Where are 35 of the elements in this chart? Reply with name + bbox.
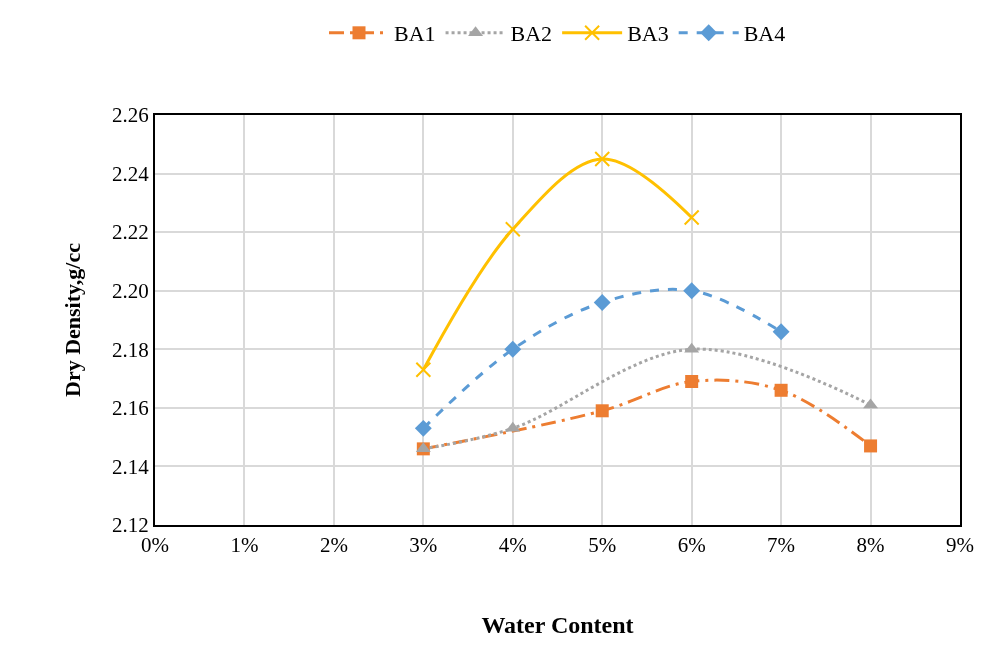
y-tick-label: 2.18	[112, 337, 149, 362]
y-tick-label: 2.26	[112, 103, 149, 128]
y-axis-title: Dry Density,g/cc	[60, 242, 86, 397]
point	[595, 404, 609, 418]
point	[593, 293, 611, 311]
x-tick-label: 2%	[319, 533, 348, 558]
x-tick-label: 3%	[409, 533, 438, 558]
point	[415, 361, 432, 378]
point	[594, 150, 611, 167]
point	[683, 209, 700, 226]
point	[504, 221, 521, 238]
legend-label: BA4	[743, 21, 786, 47]
y-tick-label: 2.20	[112, 279, 149, 304]
point	[504, 340, 522, 358]
point	[414, 419, 432, 437]
y-tick-label: 2.22	[112, 220, 149, 245]
legend-label: BA1	[394, 21, 436, 47]
x-tick-label: 9%	[946, 533, 974, 558]
x-axis-title: Water Content	[481, 612, 634, 638]
y-tick-label: 2.14	[112, 454, 150, 479]
x-tick-label: 5%	[588, 533, 617, 558]
x-tick-label: 1%	[230, 533, 259, 558]
point	[683, 282, 701, 300]
y-tick-label: 2.24	[112, 161, 150, 186]
x-tick-label: 4%	[498, 533, 527, 558]
x-tick-label: 6%	[677, 533, 706, 558]
legend-label: BA2	[510, 21, 553, 47]
point	[685, 375, 699, 388]
point	[774, 383, 788, 397]
legend-label: BA3	[627, 21, 669, 47]
y-tick-label: 2.16	[112, 396, 149, 421]
x-tick-label: 8%	[856, 533, 885, 558]
point	[864, 439, 878, 453]
point	[772, 323, 790, 341]
x-tick-label: 7%	[767, 533, 796, 558]
